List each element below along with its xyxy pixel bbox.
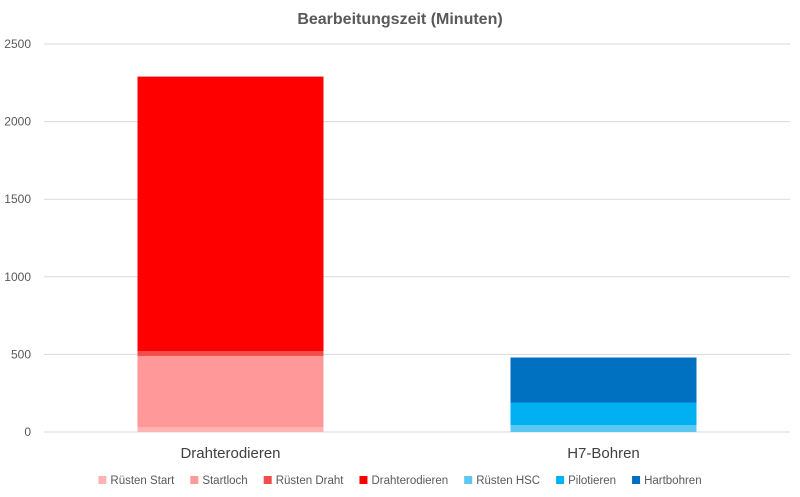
legend-label: Rüsten Start xyxy=(110,475,175,487)
x-axis-category-labels: Drahterodieren H7-Bohren xyxy=(180,445,639,462)
legend: Rüsten Start Startloch Rüsten Draht Drahter… xyxy=(98,475,702,487)
y-axis-tick-labels: 0 500 1000 1500 2000 2500 xyxy=(4,37,31,439)
legend-item: Hartbohren xyxy=(632,475,702,487)
bar-segment xyxy=(510,425,697,432)
bar-segment xyxy=(510,402,697,426)
legend-item: Pilotieren xyxy=(556,475,616,487)
legend-swatch xyxy=(464,476,473,484)
bar-segment xyxy=(137,76,324,352)
bar-segment xyxy=(137,355,324,428)
legend-item: Startloch xyxy=(190,475,248,487)
legend-item: Rüsten Start xyxy=(98,475,175,487)
legend-label: Rüsten HSC xyxy=(476,475,540,487)
bar-segment xyxy=(137,427,324,432)
bars xyxy=(137,76,697,432)
chart-title: Bearbeitungszeit (Minuten) xyxy=(297,11,502,28)
legend-label: Pilotieren xyxy=(568,475,616,487)
legend-swatch xyxy=(263,476,272,484)
legend-swatch xyxy=(359,476,368,484)
legend-item: Rüsten HSC xyxy=(464,475,540,487)
legend-label: Rüsten Draht xyxy=(276,475,345,487)
y-tick-label: 500 xyxy=(11,347,31,361)
legend-swatch xyxy=(632,476,641,484)
y-tick-label: 2000 xyxy=(4,115,31,129)
bar-segment xyxy=(137,351,324,356)
y-tick-label: 1000 xyxy=(4,270,31,284)
legend-label: Startloch xyxy=(202,475,247,487)
bar-segment xyxy=(510,357,697,403)
category-label: H7-Bohren xyxy=(567,445,640,462)
legend-swatch xyxy=(556,476,565,484)
category-label: Drahterodieren xyxy=(180,445,280,462)
legend-swatch xyxy=(190,476,199,484)
legend-swatch xyxy=(98,476,107,484)
legend-label: Drahterodieren xyxy=(371,475,448,487)
legend-label: Hartbohren xyxy=(644,475,702,487)
y-tick-label: 2500 xyxy=(4,37,31,51)
y-tick-label: 0 xyxy=(24,425,31,439)
legend-item: Drahterodieren xyxy=(359,475,448,487)
y-tick-label: 1500 xyxy=(4,192,31,206)
legend-item: Rüsten Draht xyxy=(263,475,345,487)
